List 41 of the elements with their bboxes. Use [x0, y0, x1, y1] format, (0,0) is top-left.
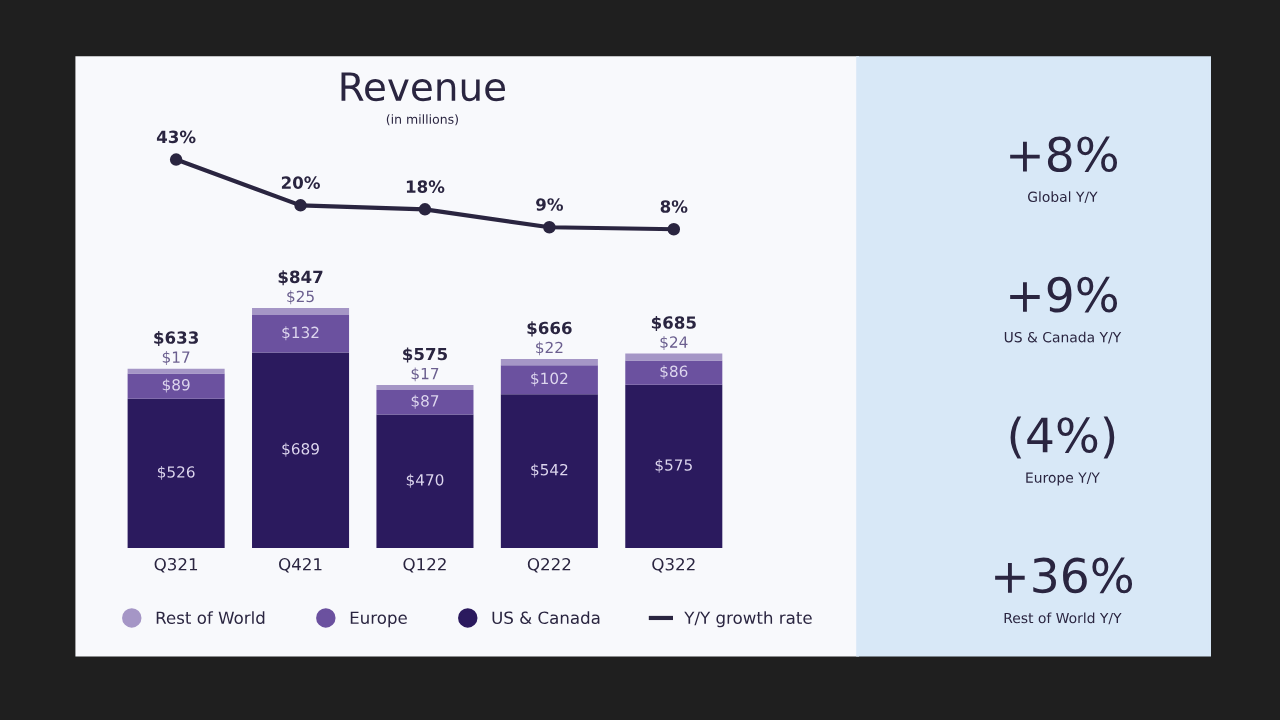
data-label: 20%: [281, 176, 320, 189]
point: [418, 203, 432, 216]
legend-label: US & Canada: [492, 611, 600, 625]
data-label: 9%: [536, 198, 563, 211]
text: +9%: [1010, 276, 1118, 313]
total-label: $666: [527, 321, 572, 337]
bar: [252, 307, 350, 316]
bar: [500, 358, 598, 366]
text: +36%: [995, 557, 1133, 594]
bar: [625, 360, 723, 385]
bar: [252, 315, 350, 353]
text: (4%): [1010, 416, 1115, 459]
total-label: $847: [278, 270, 323, 286]
bar: [500, 394, 598, 548]
bar: [127, 398, 225, 548]
point: [667, 222, 681, 236]
bar: [376, 389, 474, 415]
text: +8%: [1010, 136, 1118, 173]
total-label: $685: [651, 315, 696, 332]
legend-label: Y/Y growth rate: [684, 611, 812, 628]
total-label: $575: [403, 347, 447, 363]
chart-title: Revenue: [341, 72, 505, 102]
x-tick-label: Q421: [279, 557, 322, 573]
data-label: 43%: [156, 130, 196, 144]
x-tick-label: Q222: [527, 557, 571, 573]
data-label: 18%: [406, 180, 445, 193]
x-tick-label: Q322: [652, 557, 695, 573]
bar: [625, 384, 723, 548]
legend-label: Rest of World: [156, 611, 265, 625]
total-label: $633: [154, 330, 198, 347]
point: [543, 221, 556, 234]
bar: [127, 373, 225, 399]
bar: [376, 414, 474, 548]
point: [294, 199, 307, 212]
bar: [500, 365, 598, 395]
bar: [252, 352, 350, 548]
point: [169, 153, 183, 166]
legend-label: Europe: [350, 611, 407, 628]
x-tick-label: Q321: [154, 557, 198, 573]
data-label: 8%: [660, 200, 688, 213]
x-tick-label: Q122: [403, 557, 446, 573]
